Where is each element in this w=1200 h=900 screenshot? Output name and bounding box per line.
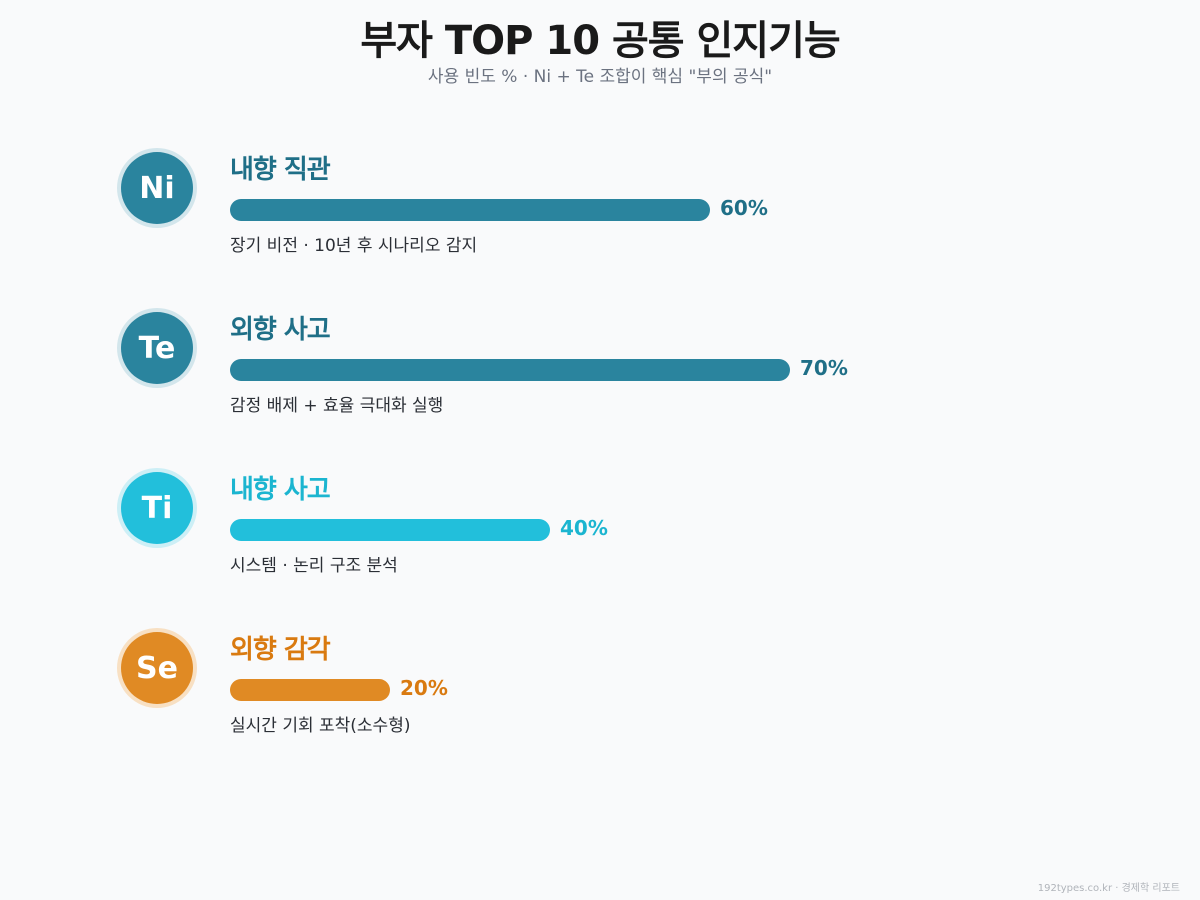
bar [230,679,390,701]
bar-value-label: 40% [560,516,608,540]
function-description: 감정 배제 + 효율 극대화 실행 [230,396,444,416]
bar-value-label: 70% [800,356,848,380]
bar [230,519,550,541]
function-row: Se 외향 감각 20% 실시간 기회 포착(소수형) [0,621,1200,751]
function-badge: Te [121,312,193,384]
function-description: 장기 비전 · 10년 후 시나리오 감지 [230,236,478,256]
page-subtitle: 사용 빈도 % · Ni + Te 조합이 핵심 "부의 공식" [427,67,773,87]
function-name: 외향 사고 [230,315,331,345]
function-row: Te 외향 사고 70% 감정 배제 + 효율 극대화 실행 [0,301,1200,431]
function-name: 내향 사고 [230,475,331,505]
footer-credit: 192types.co.kr · 경제학 리포트 [1037,883,1180,894]
function-description: 실시간 기회 포착(소수형) [230,716,411,736]
function-row: Ni 내향 직관 60% 장기 비전 · 10년 후 시나리오 감지 [0,141,1200,271]
bar-value-label: 20% [400,676,448,700]
function-badge: Ni [121,152,193,224]
function-description: 시스템 · 논리 구조 분석 [230,556,398,576]
function-badge: Se [121,632,193,704]
function-badge: Ti [121,472,193,544]
bar [230,199,710,221]
function-row: Ti 내향 사고 40% 시스템 · 논리 구조 분석 [0,461,1200,591]
bar [230,359,790,381]
function-name: 내향 직관 [230,155,331,185]
function-name: 외향 감각 [230,635,331,665]
page-title: 부자 TOP 10 공통 인지기능 [360,18,840,64]
bar-value-label: 60% [720,196,768,220]
